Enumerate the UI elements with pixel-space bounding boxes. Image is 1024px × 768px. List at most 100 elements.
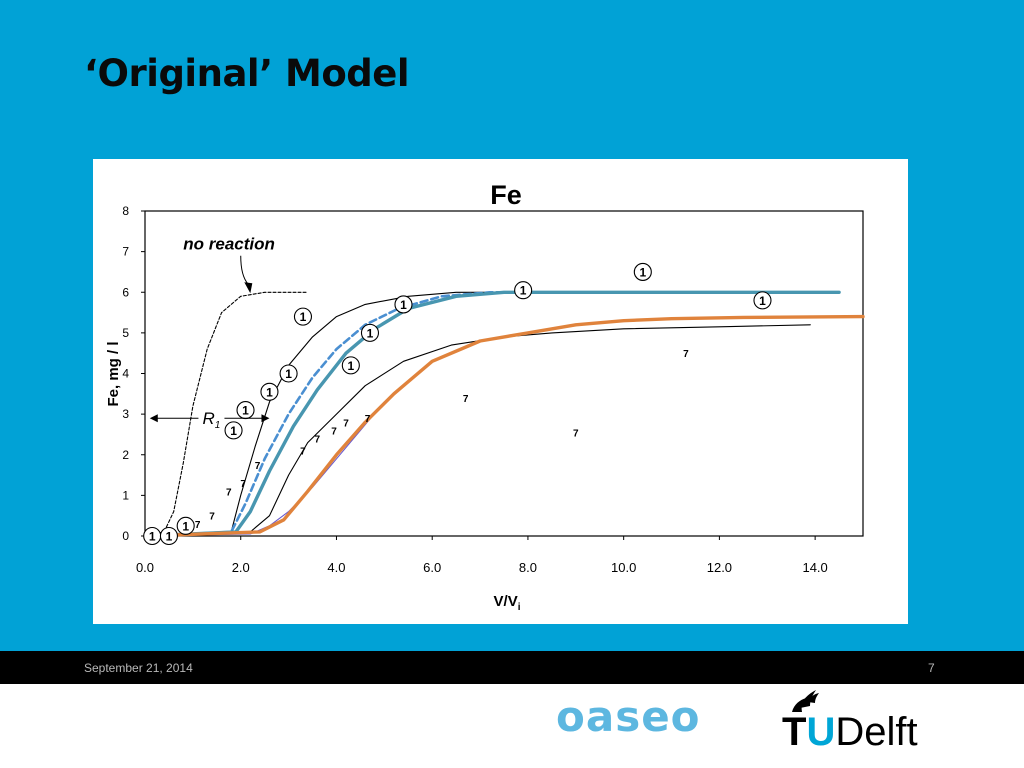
r1-arrow-left-head bbox=[149, 414, 158, 423]
x-axis-label-sub: i bbox=[518, 602, 521, 613]
marker-1: 1 bbox=[260, 382, 279, 401]
y-tick-label: 2 bbox=[122, 448, 129, 462]
marker-1-circle bbox=[279, 364, 298, 383]
marker-1: 1 bbox=[224, 421, 243, 440]
series-line-5 bbox=[144, 324, 811, 537]
series-line-3 bbox=[143, 291, 530, 538]
marker-1: 1 bbox=[176, 516, 195, 535]
marker-1: 1 bbox=[279, 364, 298, 383]
y-tick-label: 7 bbox=[122, 245, 129, 259]
marker-7: 7 bbox=[240, 479, 246, 490]
marker-1-label: 1 bbox=[639, 265, 646, 279]
marker-1: 1 bbox=[159, 526, 178, 546]
marker-7: 7 bbox=[683, 349, 689, 360]
marker-1-circle bbox=[633, 262, 652, 281]
marker-7: 7 bbox=[331, 426, 337, 437]
marker-1-circle bbox=[260, 382, 279, 401]
no-reaction-arrow-line bbox=[240, 255, 249, 285]
marker-1-label: 1 bbox=[759, 294, 766, 308]
x-tick-label: 2.0 bbox=[232, 560, 250, 575]
y-tick-label: 1 bbox=[122, 488, 129, 502]
marker-1: 1 bbox=[143, 526, 162, 546]
y-tick-label: 6 bbox=[122, 285, 129, 299]
series-line-7 bbox=[143, 314, 865, 538]
marker-1-label: 1 bbox=[266, 385, 273, 399]
y-tick-label: 4 bbox=[122, 367, 129, 381]
marker-7: 7 bbox=[573, 428, 579, 439]
r1-arrow-right-head bbox=[261, 414, 270, 423]
y-tick-label: 5 bbox=[122, 326, 129, 340]
no-reaction-label: no reaction bbox=[183, 235, 275, 254]
y-axis-label: Fe, mg / l bbox=[105, 341, 122, 406]
marker-1-circle bbox=[394, 295, 413, 314]
slide-title: ‘Original’ Model bbox=[84, 52, 410, 95]
marker-1-label: 1 bbox=[367, 326, 374, 340]
marker-1-circle bbox=[224, 421, 243, 440]
x-axis-label-main: V/V bbox=[494, 593, 518, 610]
flame-icon bbox=[792, 690, 819, 712]
tudelft-wordmark: TUDelft bbox=[782, 710, 918, 754]
y-tick-label: 3 bbox=[122, 407, 129, 421]
logo-area: oaseo TUDelft bbox=[0, 684, 1024, 768]
tudelft-delft: Delft bbox=[835, 710, 918, 754]
marker-7: 7 bbox=[255, 461, 261, 472]
marker-1-circle bbox=[159, 526, 178, 546]
x-tick-label: 0.0 bbox=[136, 560, 154, 575]
y-tick-label: 8 bbox=[122, 204, 129, 218]
marker-1-label: 1 bbox=[166, 530, 173, 544]
marker-7: 7 bbox=[463, 394, 469, 405]
x-tick-label: 4.0 bbox=[327, 560, 345, 575]
marker-7: 7 bbox=[300, 447, 306, 458]
marker-1: 1 bbox=[293, 307, 313, 326]
marker-1-circle bbox=[360, 323, 380, 342]
marker-7: 7 bbox=[365, 414, 371, 425]
marker-1-label: 1 bbox=[520, 284, 527, 298]
marker-1-circle bbox=[514, 281, 533, 300]
marker-1-circle bbox=[176, 516, 195, 535]
marker-1-label: 1 bbox=[300, 310, 307, 324]
fe-chart: Fe 0.0 2.0 4.0 6.0 8.0 10.0 12.0 14.0012345678 … bbox=[105, 180, 865, 613]
marker-7: 7 bbox=[226, 487, 232, 498]
tudelft-u: U bbox=[806, 710, 836, 754]
series-line-2 bbox=[144, 291, 505, 537]
marker-1-label: 1 bbox=[242, 404, 249, 418]
marker-1: 1 bbox=[394, 295, 413, 314]
chart-panel: Fe 0.0 2.0 4.0 6.0 8.0 10.0 12.0 14.0 0 1 2 3 4 5 6 7 8 … bbox=[93, 159, 908, 624]
x-tick-label: 14.0 bbox=[802, 560, 827, 575]
y-tick-label: 0 bbox=[122, 529, 129, 543]
marker-1: 1 bbox=[341, 356, 360, 375]
r1-label-sub: 1 bbox=[215, 420, 221, 431]
marker-1: 1 bbox=[360, 323, 380, 342]
marker-1-circle bbox=[341, 356, 360, 375]
marker-7: 7 bbox=[209, 512, 215, 523]
x-tick-label: 12.0 bbox=[707, 560, 732, 575]
marker-7: 7 bbox=[315, 435, 321, 446]
marker-1-circle bbox=[293, 307, 313, 326]
chart-title: Fe bbox=[490, 180, 522, 210]
marker-1: 1 bbox=[753, 291, 772, 310]
page-number: 7 bbox=[928, 661, 935, 675]
tudelft-logo: TUDelft bbox=[782, 688, 942, 758]
r1-label-main: R bbox=[202, 409, 214, 428]
series-line-1 bbox=[144, 291, 309, 537]
marker-7: 7 bbox=[195, 520, 201, 531]
x-tick-label: 10.0 bbox=[611, 560, 636, 575]
marker-7: 7 bbox=[343, 418, 349, 429]
x-tick-label: 8.0 bbox=[519, 560, 537, 575]
plot-area: 0.0 2.0 4.0 6.0 8.0 10.0 12.0 14.0 0 1 2 3 4 5 6 7 8 bbox=[122, 204, 864, 575]
marker-1-label: 1 bbox=[182, 519, 189, 533]
series-layer bbox=[143, 290, 865, 538]
marker-1-label: 1 bbox=[230, 424, 237, 438]
oaseo-logo: oaseo bbox=[556, 692, 701, 741]
marker-1-label: 1 bbox=[149, 530, 156, 544]
marker-1-label: 1 bbox=[285, 367, 292, 381]
footer-date: September 21, 2014 bbox=[84, 661, 193, 675]
series-line-4 bbox=[143, 290, 841, 538]
tudelft-t: T bbox=[782, 710, 807, 754]
marker-1: 1 bbox=[236, 401, 255, 420]
marker-1-label: 1 bbox=[347, 359, 354, 373]
x-tick-label: 6.0 bbox=[423, 560, 441, 575]
footer-bar: September 21, 2014 7 bbox=[0, 651, 1024, 684]
